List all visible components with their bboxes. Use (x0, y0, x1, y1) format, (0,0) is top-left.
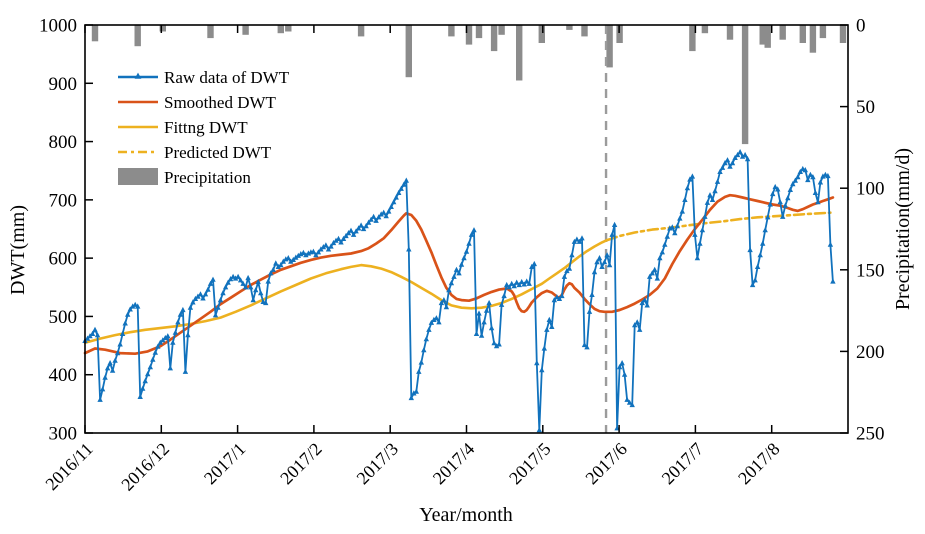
predicted-dwt-line (605, 211, 832, 242)
y-left-tick-label: 700 (49, 190, 78, 211)
precipitation-bars (91, 25, 847, 145)
x-tick-label: 2017/3 (353, 439, 403, 489)
precip-bar (839, 25, 847, 43)
precip-bar (285, 25, 292, 32)
precip-bar (538, 25, 545, 43)
y-left-tick-label: 1000 (39, 16, 77, 37)
x-tick-label: 2016/12 (117, 439, 173, 495)
precip-bar (159, 25, 166, 32)
precip-bar (809, 25, 817, 53)
precip-bar (357, 25, 365, 37)
legend-label-precipitation: Precipitation (164, 168, 251, 187)
precip-bar (242, 25, 249, 35)
x-tick-label: 2017/6 (581, 439, 631, 489)
y-right-tick-label: 100 (856, 179, 885, 200)
precip-bar (465, 25, 473, 45)
precip-bar (759, 25, 766, 45)
precip-bar (134, 25, 141, 47)
precip-bar (764, 25, 771, 48)
legend: Raw data of DWT Smoothed DWT Fittng DWT … (118, 68, 290, 187)
precip-bar (405, 25, 412, 78)
x-tick-label: 2017/7 (658, 439, 708, 489)
y-right-tick-label: 0 (856, 16, 866, 37)
raw-dwt-markers (82, 149, 836, 433)
legend-label-fitting: Fittng DWT (164, 118, 248, 137)
precip-bar (566, 25, 573, 30)
precip-bar (277, 25, 284, 34)
y-left-tick-label: 800 (49, 132, 78, 153)
precip-bar (498, 25, 505, 35)
precip-bar (741, 25, 749, 145)
x-tick-label: 2017/2 (276, 439, 326, 489)
fitting-dwt-line (83, 238, 609, 345)
x-tick-label: 2017/4 (429, 439, 479, 489)
y-right-tick-label: 250 (856, 424, 885, 445)
precip-bar (616, 25, 623, 43)
legend-label-predicted: Predicted DWT (164, 143, 272, 162)
precip-bar (726, 25, 734, 40)
precip-bar (581, 25, 588, 37)
precip-bar (799, 25, 806, 43)
precip-bar (689, 25, 696, 52)
legend-raw-marker-icon (134, 72, 142, 79)
precip-bar (516, 25, 523, 81)
raw-dwt-line (84, 151, 834, 432)
x-axis-title: Year/month (419, 504, 513, 526)
axes: 300 400 500 600 700 800 900 1000 0 50 100 150 200 250… (39, 16, 885, 495)
legend-label-raw: Raw data of DWT (164, 68, 290, 87)
precip-bar (819, 25, 827, 39)
y-right-tick-label: 50 (856, 97, 875, 118)
y-left-tick-label: 900 (49, 74, 78, 95)
precip-bar (606, 25, 613, 68)
legend-precipitation-swatch (118, 168, 158, 185)
y-right-tick-label: 150 (856, 260, 885, 281)
y-left-tick-label: 600 (49, 249, 78, 270)
x-tick-label: 2017/5 (505, 439, 555, 489)
y-axis-title-left: DWT(mm) (7, 205, 29, 295)
y-left-tick-label: 400 (49, 365, 78, 386)
precip-bar (448, 25, 455, 37)
precip-bar (490, 25, 498, 52)
y-axis-title-right: Precipitation(mm/d) (892, 148, 914, 310)
y-left-tick-label: 500 (49, 307, 78, 328)
smoothed-dwt-line (83, 193, 835, 356)
series-lines (82, 149, 836, 433)
y-left-tick-label: 300 (49, 424, 78, 445)
x-tick-label: 2016/11 (41, 439, 96, 494)
legend-label-smoothed: Smoothed DWT (164, 93, 277, 112)
x-tick-label: 2017/1 (200, 439, 250, 489)
y-right-tick-label: 200 (856, 342, 885, 363)
x-tick-label: 2017/8 (734, 439, 784, 489)
precip-bar (475, 25, 483, 39)
precip-bar (779, 25, 786, 40)
precip-bar (207, 25, 214, 39)
precip-bar (91, 25, 99, 42)
precip-bar (701, 25, 709, 34)
